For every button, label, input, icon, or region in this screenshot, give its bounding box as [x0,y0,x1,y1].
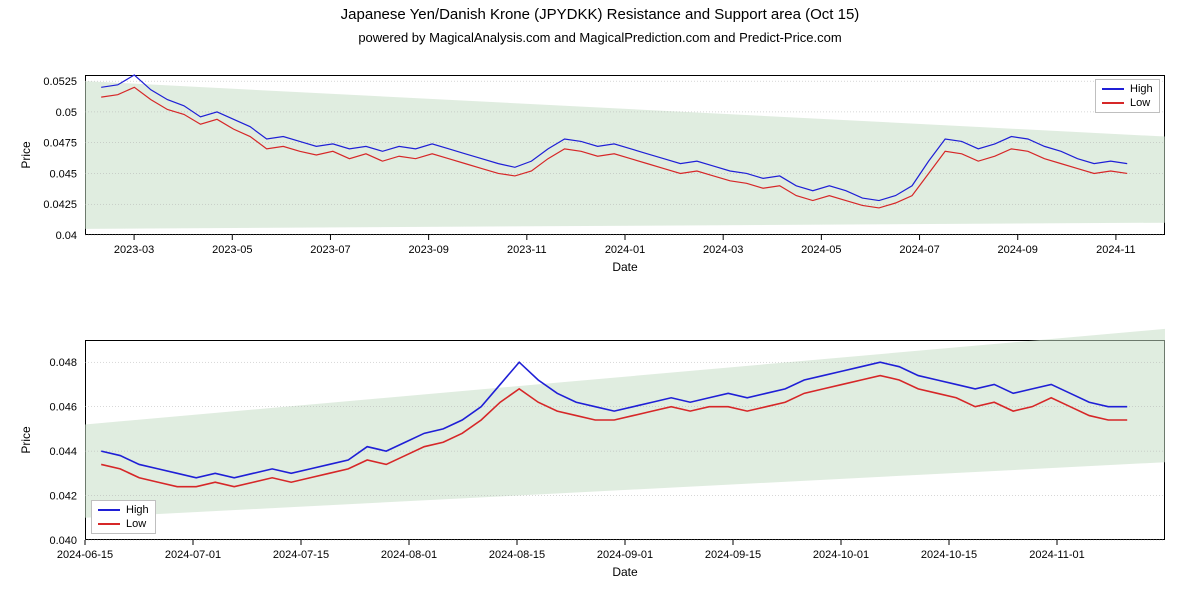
legend-swatch-high [1102,88,1124,90]
svg-text:0.044: 0.044 [49,446,77,458]
page-title: Japanese Yen/Danish Krone (JPYDKK) Resis… [0,6,1200,23]
svg-text:0.042: 0.042 [49,491,77,503]
svg-text:0.04: 0.04 [56,230,77,242]
svg-text:2024-01: 2024-01 [605,244,645,256]
svg-text:2024-06-15: 2024-06-15 [57,549,113,561]
svg-text:Date: Date [612,260,638,274]
legend-swatch-low [1102,102,1124,104]
svg-text:2024-10-15: 2024-10-15 [921,549,977,561]
svg-text:2024-11-01: 2024-11-01 [1029,549,1084,561]
svg-text:0.0475: 0.0475 [43,138,77,150]
svg-text:2023-09: 2023-09 [408,244,448,256]
svg-text:2023-05: 2023-05 [212,244,252,256]
svg-text:2024-05: 2024-05 [801,244,841,256]
svg-text:2024-09-01: 2024-09-01 [597,549,653,561]
top-chart-legend: High Low [1095,79,1160,113]
bottom-chart-legend: High Low [91,500,156,534]
legend-swatch-high [98,509,120,511]
svg-text:2024-08-15: 2024-08-15 [489,549,545,561]
svg-text:2024-07-15: 2024-07-15 [273,549,329,561]
svg-text:Date: Date [612,565,638,579]
legend-label-low: Low [1130,96,1150,110]
svg-text:2024-03: 2024-03 [703,244,743,256]
svg-text:0.0425: 0.0425 [43,199,77,211]
svg-text:2024-08-01: 2024-08-01 [381,549,437,561]
bottom-chart-svg: 0.0400.0420.0440.0460.0482024-06-152024-… [85,340,1165,540]
svg-text:0.045: 0.045 [49,168,77,180]
svg-text:2023-03: 2023-03 [114,244,154,256]
svg-text:Price: Price [19,426,33,454]
svg-text:2024-07-01: 2024-07-01 [165,549,221,561]
legend-swatch-low [98,523,120,525]
svg-text:Price: Price [19,141,33,169]
top-chart-svg: 0.040.04250.0450.04750.050.05252023-0320… [85,75,1165,235]
svg-text:0.048: 0.048 [49,357,77,369]
svg-text:0.05: 0.05 [56,107,77,119]
svg-text:0.046: 0.046 [49,402,77,414]
svg-text:2024-11: 2024-11 [1096,244,1136,256]
svg-text:2024-07: 2024-07 [899,244,939,256]
svg-text:2023-07: 2023-07 [310,244,350,256]
svg-text:0.040: 0.040 [49,535,77,547]
svg-text:2024-10-01: 2024-10-01 [813,549,869,561]
svg-text:2024-09: 2024-09 [998,244,1038,256]
legend-label-high: High [126,503,149,517]
page-subtitle: powered by MagicalAnalysis.com and Magic… [0,30,1200,45]
svg-text:2024-09-15: 2024-09-15 [705,549,761,561]
svg-text:2023-11: 2023-11 [507,244,547,256]
svg-text:0.0525: 0.0525 [43,76,77,88]
legend-label-high: High [1130,82,1153,96]
legend-label-low: Low [126,517,146,531]
